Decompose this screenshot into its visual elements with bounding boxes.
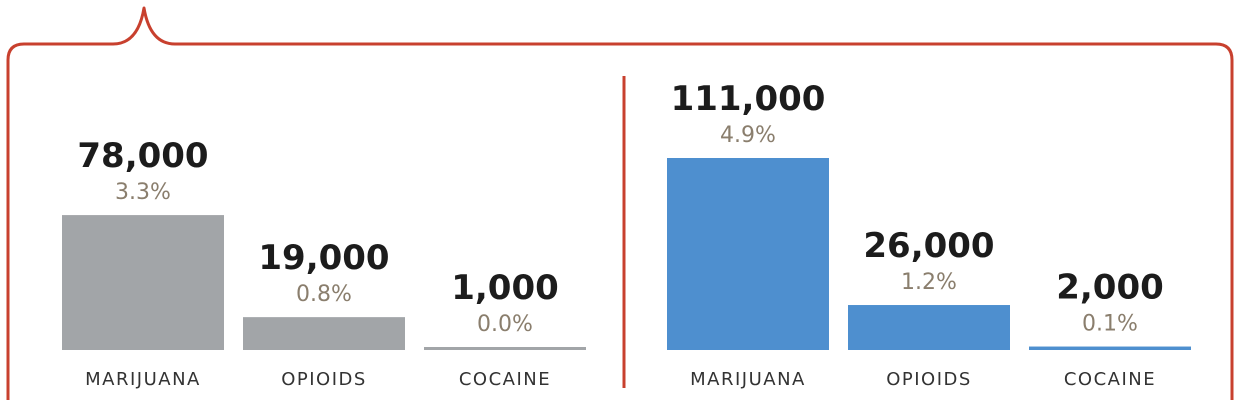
bar-cocaine [424, 347, 586, 350]
count-label: 26,000 [863, 226, 994, 266]
category-label: COCAINE [459, 369, 551, 390]
bar-marijuana [62, 215, 224, 350]
category-label: OPIOIDS [281, 369, 367, 390]
bar-cocaine [1029, 346, 1191, 350]
percent-label: 3.3% [115, 180, 171, 205]
category-label: OPIOIDS [886, 369, 972, 390]
bar-marijuana [667, 158, 829, 350]
count-label: 1,000 [451, 268, 559, 308]
count-label: 2,000 [1056, 268, 1164, 308]
percent-label: 4.9% [720, 123, 776, 148]
percent-label: 0.1% [1082, 312, 1138, 337]
chart-panel-right: 4.9% 111,000 MARIJUANA 1.2% 26,000 OPIOIDS 0.1… [667, 79, 1191, 390]
count-label: 78,000 [77, 136, 208, 176]
category-label: MARIJUANA [85, 369, 201, 390]
chart-panel-left: 3.3% 78,000 MARIJUANA 0.8% 19,000 OPIOIDS 0.0%… [62, 136, 586, 390]
percent-label: 1.2% [901, 270, 957, 295]
bar-opioids [848, 305, 1010, 350]
bar-opioids [243, 317, 405, 350]
percent-label: 0.8% [296, 282, 352, 307]
count-label: 111,000 [671, 79, 826, 119]
percent-label: 0.0% [477, 312, 533, 337]
category-label: MARIJUANA [690, 369, 806, 390]
count-label: 19,000 [258, 238, 389, 278]
frame-outline [6, 6, 1234, 400]
category-label: COCAINE [1064, 369, 1156, 390]
